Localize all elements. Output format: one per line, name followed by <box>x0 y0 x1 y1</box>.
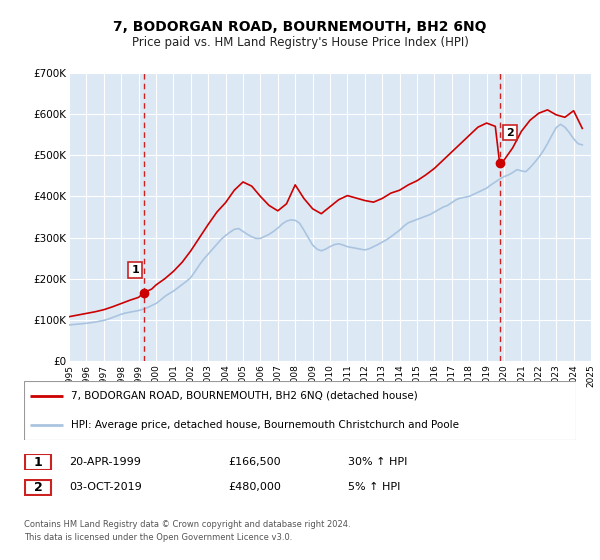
Text: 1: 1 <box>34 455 43 469</box>
Text: 2: 2 <box>506 128 514 138</box>
Text: 20-APR-1999: 20-APR-1999 <box>69 457 141 467</box>
Text: 2: 2 <box>34 480 43 494</box>
Text: 1: 1 <box>131 265 139 275</box>
Text: 5% ↑ HPI: 5% ↑ HPI <box>348 482 400 492</box>
Text: 03-OCT-2019: 03-OCT-2019 <box>69 482 142 492</box>
Text: 7, BODORGAN ROAD, BOURNEMOUTH, BH2 6NQ: 7, BODORGAN ROAD, BOURNEMOUTH, BH2 6NQ <box>113 20 487 34</box>
Text: 30% ↑ HPI: 30% ↑ HPI <box>348 457 407 467</box>
Text: Price paid vs. HM Land Registry's House Price Index (HPI): Price paid vs. HM Land Registry's House … <box>131 36 469 49</box>
Text: This data is licensed under the Open Government Licence v3.0.: This data is licensed under the Open Gov… <box>24 533 292 542</box>
Text: £166,500: £166,500 <box>228 457 281 467</box>
Text: Contains HM Land Registry data © Crown copyright and database right 2024.: Contains HM Land Registry data © Crown c… <box>24 520 350 529</box>
Text: 7, BODORGAN ROAD, BOURNEMOUTH, BH2 6NQ (detached house): 7, BODORGAN ROAD, BOURNEMOUTH, BH2 6NQ (… <box>71 390 418 400</box>
Text: HPI: Average price, detached house, Bournemouth Christchurch and Poole: HPI: Average price, detached house, Bour… <box>71 420 459 430</box>
Text: £480,000: £480,000 <box>228 482 281 492</box>
